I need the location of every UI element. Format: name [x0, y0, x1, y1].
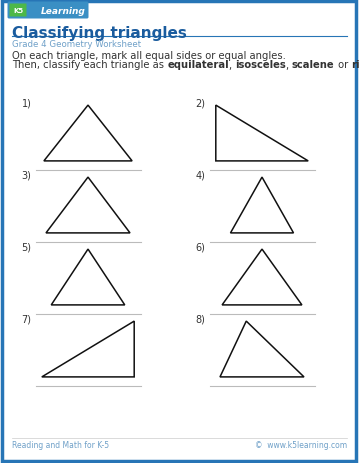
- Text: ,: ,: [229, 60, 235, 70]
- Text: On each triangle, mark all equal sides or equal angles.: On each triangle, mark all equal sides o…: [12, 51, 286, 61]
- Text: 5): 5): [22, 243, 32, 252]
- Text: 6): 6): [196, 243, 205, 252]
- Text: 3): 3): [22, 171, 32, 181]
- Text: Classifying triangles: Classifying triangles: [12, 26, 187, 41]
- Text: scalene: scalene: [292, 60, 335, 70]
- FancyBboxPatch shape: [8, 2, 89, 19]
- Text: 2): 2): [196, 99, 205, 109]
- Text: isosceles: isosceles: [235, 60, 286, 70]
- Text: ,: ,: [286, 60, 292, 70]
- Text: or: or: [335, 60, 351, 70]
- Text: 1): 1): [22, 99, 32, 109]
- Text: equilateral: equilateral: [167, 60, 229, 70]
- Text: Then, classify each triangle as: Then, classify each triangle as: [12, 60, 167, 70]
- Text: Reading and Math for K-5: Reading and Math for K-5: [12, 441, 109, 450]
- Text: 8): 8): [196, 314, 205, 324]
- Text: ©  www.k5learning.com: © www.k5learning.com: [255, 441, 347, 450]
- Text: Learning: Learning: [41, 6, 85, 15]
- FancyBboxPatch shape: [9, 5, 27, 18]
- Text: Grade 4 Geometry Worksheet: Grade 4 Geometry Worksheet: [12, 40, 141, 49]
- Text: right: right: [351, 60, 359, 70]
- Text: 7): 7): [22, 314, 32, 324]
- Text: 4): 4): [196, 171, 205, 181]
- Text: K5: K5: [13, 8, 23, 14]
- FancyBboxPatch shape: [2, 2, 356, 461]
